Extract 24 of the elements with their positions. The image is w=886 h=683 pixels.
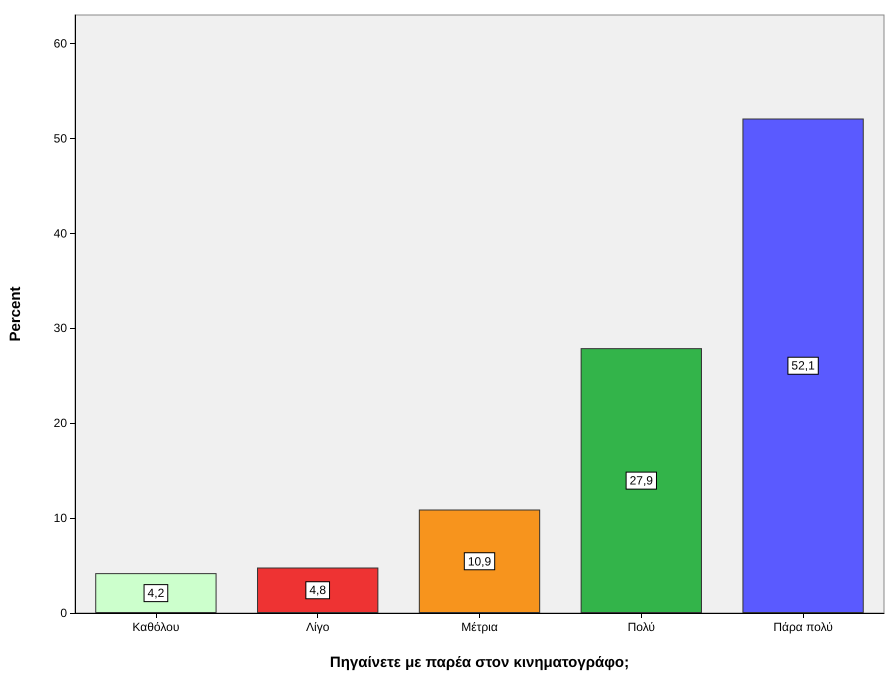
y-axis-title: Percent — [7, 286, 24, 342]
x-tick-label: Καθόλου — [132, 620, 180, 634]
bar — [580, 348, 702, 613]
data-label: 52,1 — [791, 358, 816, 373]
y-tick-label: 50 — [54, 131, 68, 146]
x-tick-label: Πολύ — [628, 620, 655, 634]
data-label: 10,9 — [468, 554, 492, 568]
data-label: 27,9 — [630, 474, 654, 488]
y-tick-label: 30 — [54, 321, 68, 336]
y-tick-label: 0 — [60, 606, 68, 620]
x-tick-label: Πάρα πολύ — [773, 620, 833, 634]
x-tick-label: Λίγο — [306, 620, 330, 634]
bar — [257, 567, 378, 613]
bar — [95, 573, 217, 613]
y-tick-label: 10 — [54, 511, 68, 526]
data-label: 4,2 — [148, 586, 165, 600]
x-tick-label: Μέτρια — [461, 620, 498, 634]
y-tick-label: 60 — [54, 36, 68, 50]
bar — [418, 510, 540, 613]
bar — [742, 118, 864, 613]
y-tick-label: 20 — [54, 416, 68, 430]
x-axis-title: Πηγαίνετε με παρέα στον κινηματογράφο; — [330, 654, 630, 671]
y-tick-label: 40 — [54, 226, 68, 240]
data-label: 4,8 — [309, 583, 326, 598]
